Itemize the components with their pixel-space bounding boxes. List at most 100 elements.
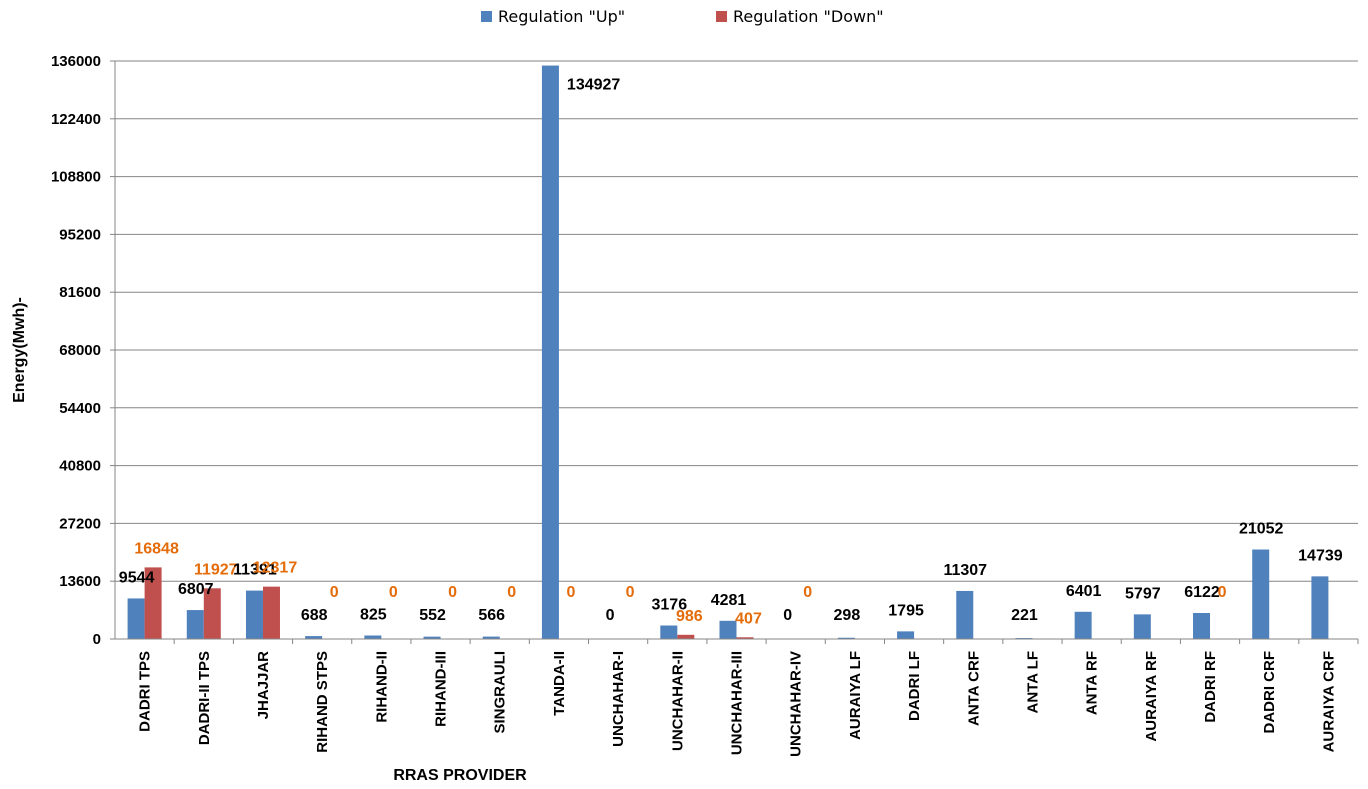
x-category-label: RIHAND-III xyxy=(433,651,450,727)
bar-regulation-down xyxy=(203,588,221,639)
x-category-label: RIHAND-II xyxy=(373,651,390,723)
x-category-label: DADRI CRF xyxy=(1261,651,1278,734)
data-label-down: 0 xyxy=(1218,584,1227,601)
legend: Regulation "Up" Regulation "Down" xyxy=(481,7,884,26)
data-label-up: 14739 xyxy=(1298,547,1343,564)
bars xyxy=(127,65,1329,640)
x-category-label: AURAIYA LF xyxy=(847,651,864,740)
bar-regulation-up xyxy=(305,636,323,639)
y-tick-label: 54400 xyxy=(59,400,101,417)
data-label-down: 0 xyxy=(626,584,635,601)
bar-regulation-up xyxy=(541,65,559,640)
y-tick-label: 13600 xyxy=(59,573,101,590)
x-category-label: UNCHAHAR-IV xyxy=(788,651,805,757)
gridlines xyxy=(115,60,1358,582)
data-label-up: 552 xyxy=(419,607,446,624)
data-label-up: 6401 xyxy=(1066,583,1102,600)
legend-label: Regulation "Down" xyxy=(733,7,884,26)
bar-regulation-up xyxy=(837,637,855,639)
x-axis-categories: DADRI TPS DADRI-II TPS JHAJJAR RIHAND STPS R… xyxy=(137,639,1359,757)
x-category-label: TANDA-II xyxy=(551,651,568,716)
data-label-up: 0 xyxy=(606,607,615,624)
data-label-down: 11927 xyxy=(194,561,238,578)
bar-regulation-up xyxy=(1074,611,1092,639)
y-axis-ticks: 0 13600 27200 40800 54400 68000 81600 95200 1088… xyxy=(51,53,115,648)
data-label-up: 5797 xyxy=(1125,585,1161,602)
y-tick-label: 136000 xyxy=(51,53,101,70)
y-axis-title: Energy(Mwh)- xyxy=(11,297,28,403)
y-tick-label: 122400 xyxy=(51,111,101,128)
bar-regulation-up xyxy=(1311,576,1329,639)
data-label-up: 0 xyxy=(783,607,792,624)
bar-regulation-down xyxy=(677,634,695,639)
legend-swatch xyxy=(481,11,492,22)
y-tick-label: 68000 xyxy=(59,342,101,359)
data-label-up: 298 xyxy=(834,607,861,624)
data-label-up: 134927 xyxy=(567,77,620,94)
bar-regulation-up xyxy=(482,636,500,639)
data-label-up: 11391 xyxy=(233,562,277,579)
data-label-down: 0 xyxy=(389,584,398,601)
y-tick-label: 108800 xyxy=(51,169,101,186)
data-label-down: 0 xyxy=(448,584,457,601)
data-label-up: 6807 xyxy=(178,581,214,598)
data-label-down: 0 xyxy=(803,584,812,601)
bar-regulation-up xyxy=(1133,614,1151,639)
bar-regulation-up xyxy=(660,625,678,639)
y-tick-label: 27200 xyxy=(59,515,101,532)
y-tick-label: 95200 xyxy=(59,226,101,243)
bar-regulation-down xyxy=(144,567,162,639)
x-category-label: ANTA RF xyxy=(1084,651,1101,715)
data-label-up: 221 xyxy=(1011,607,1038,624)
data-label-down: 0 xyxy=(507,584,516,601)
x-category-label: UNCHAHAR-III xyxy=(729,651,746,755)
data-label-up: 21052 xyxy=(1239,521,1284,538)
data-label-up: 688 xyxy=(301,607,328,624)
legend-swatch xyxy=(716,11,727,22)
x-category-label: DADRI TPS xyxy=(137,651,154,732)
data-label-down: 986 xyxy=(676,608,703,625)
x-category-label: AURAIYA RF xyxy=(1143,651,1160,742)
x-axis-title: RRAS PROVIDER xyxy=(393,767,527,784)
bar-regulation-up xyxy=(956,590,974,639)
x-category-label: ANTA CRF xyxy=(965,651,982,726)
data-label-down: 16848 xyxy=(134,540,179,557)
bar-regulation-up xyxy=(1193,612,1211,639)
bar-regulation-up xyxy=(364,635,382,639)
data-label-down: 407 xyxy=(735,610,762,627)
x-category-label: ANTA LF xyxy=(1024,651,1041,713)
bar-regulation-down xyxy=(262,586,280,639)
data-label-up: 6122 xyxy=(1184,584,1220,601)
data-label-up: 4281 xyxy=(711,592,747,609)
bar-regulation-down xyxy=(736,637,754,639)
data-label-down: 0 xyxy=(566,584,575,601)
x-category-label: SINGRAULI xyxy=(492,651,509,734)
data-label-down: 12317 xyxy=(253,560,298,577)
data-label-up: 3176 xyxy=(652,597,688,614)
bar-regulation-up xyxy=(423,636,441,639)
bar-regulation-up xyxy=(897,631,915,639)
data-label-up: 1795 xyxy=(888,602,924,619)
data-labels: 9544168486807119271139112317688082505520… xyxy=(119,77,1343,628)
legend-label: Regulation "Up" xyxy=(498,7,625,26)
data-label-up: 9544 xyxy=(119,569,155,586)
x-category-label: UNCHAHAR-I xyxy=(610,651,627,747)
bar-regulation-up xyxy=(245,590,263,639)
x-category-label: JHAJJAR xyxy=(255,651,272,720)
x-category-label: UNCHAHAR-II xyxy=(669,651,686,751)
x-category-label: RIHAND STPS xyxy=(314,651,331,753)
y-tick-label: 81600 xyxy=(59,284,101,301)
bar-regulation-up xyxy=(186,610,204,639)
x-category-label: AURAIYA CRF xyxy=(1320,651,1337,752)
bar-regulation-up xyxy=(1252,549,1270,639)
x-category-label: DADRI-II TPS xyxy=(196,651,213,745)
bar-regulation-up xyxy=(127,598,145,639)
data-label-up: 566 xyxy=(478,607,505,624)
y-tick-label: 0 xyxy=(93,631,101,648)
x-category-label: DADRI LF xyxy=(906,651,923,721)
bar-regulation-up xyxy=(719,620,737,639)
data-label-up: 11307 xyxy=(943,562,987,579)
data-label-up: 825 xyxy=(360,606,387,623)
